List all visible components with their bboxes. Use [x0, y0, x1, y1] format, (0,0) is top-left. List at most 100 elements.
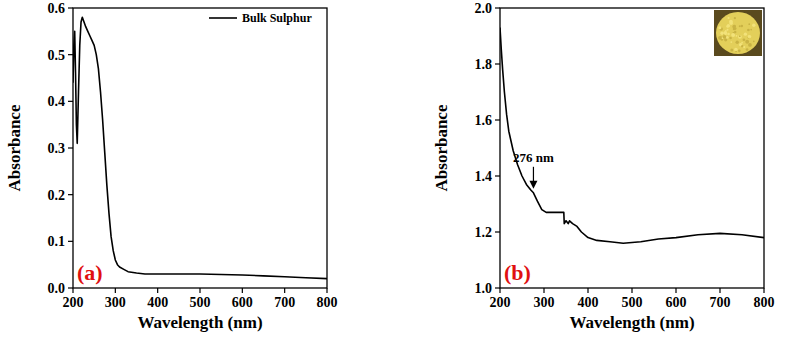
- inset-grain: [736, 35, 738, 37]
- y-tick: [495, 287, 500, 288]
- y-tick: [495, 63, 500, 64]
- x-tick-label: 300: [105, 295, 126, 310]
- y-tick: [68, 54, 73, 55]
- x-tick: [326, 288, 327, 293]
- inset-grain: [748, 43, 752, 47]
- y-tick-label: 0.2: [48, 188, 66, 203]
- series-line: [73, 17, 327, 278]
- x-tick-label: 800: [317, 295, 338, 310]
- chart-panel: 2003004005006007008001.01.21.41.61.82.0W…: [432, 1, 775, 332]
- inset-grain: [733, 25, 736, 28]
- inset-grain: [723, 31, 727, 35]
- inset-grain: [741, 42, 743, 44]
- x-axis-title: Wavelength (nm): [137, 313, 262, 332]
- inset-grain: [748, 23, 750, 25]
- x-tick: [763, 288, 764, 293]
- y-tick: [68, 7, 73, 8]
- inset-grain: [734, 17, 736, 19]
- x-tick: [499, 288, 500, 293]
- y-tick-label: 1.6: [475, 113, 493, 128]
- legend-swatch: [209, 17, 237, 19]
- plot-frame: [73, 8, 327, 288]
- inset-grain: [750, 29, 752, 31]
- y-tick-label: 0.0: [48, 281, 66, 296]
- inset-grain: [731, 33, 735, 37]
- y-tick-label: 1.2: [475, 225, 493, 240]
- inset-grain: [741, 45, 743, 47]
- inset-grain: [744, 32, 747, 35]
- inset-grain: [753, 40, 755, 42]
- inset-grain: [739, 35, 741, 37]
- inset-grain: [748, 35, 751, 38]
- y-tick: [495, 231, 500, 232]
- x-tick-label: 400: [147, 295, 168, 310]
- x-tick-label: 800: [754, 295, 775, 310]
- inset-grain: [718, 26, 721, 29]
- y-axis-title: Absorbance: [432, 104, 451, 191]
- panel-label: (b): [504, 260, 531, 285]
- inset-grain: [739, 25, 741, 27]
- y-tick: [68, 194, 73, 195]
- x-tick: [157, 288, 158, 293]
- inset-grain: [748, 35, 751, 38]
- inset-grain: [727, 24, 730, 27]
- y-tick: [495, 7, 500, 8]
- y-tick: [495, 119, 500, 120]
- y-axis-title: Absorbance: [5, 104, 24, 191]
- x-tick: [242, 288, 243, 293]
- inset-grain: [747, 29, 750, 32]
- data-group: [500, 28, 764, 244]
- y-tick-label: 1.8: [475, 57, 493, 72]
- y-tick: [68, 287, 73, 288]
- x-tick-label: 600: [232, 295, 253, 310]
- y-tick-label: 0.4: [48, 94, 66, 109]
- figure: 2003004005006007008000.00.10.20.30.40.50…: [0, 0, 787, 337]
- inset-grain: [741, 25, 743, 27]
- inset-grain: [730, 41, 732, 43]
- y-tick-label: 1.0: [475, 281, 493, 296]
- x-tick: [719, 288, 720, 293]
- inset-grain: [738, 49, 741, 52]
- panel-label: (a): [77, 260, 103, 285]
- y-tick-label: 0.3: [48, 141, 66, 156]
- y-tick: [68, 241, 73, 242]
- inset-background: [714, 10, 762, 56]
- data-group: [73, 17, 327, 278]
- y-tick-label: 0.1: [48, 234, 66, 249]
- x-tick: [587, 288, 588, 293]
- x-tick-label: 300: [534, 295, 555, 310]
- annotation-arrow: [533, 167, 534, 183]
- x-tick-label: 200: [63, 295, 84, 310]
- x-tick-label: 600: [666, 295, 687, 310]
- inset-grain: [735, 41, 738, 44]
- inset-powder: [716, 12, 760, 54]
- x-tick: [284, 288, 285, 293]
- y-tick: [68, 147, 73, 148]
- x-tick-label: 200: [490, 295, 511, 310]
- y-tick-label: 0.5: [48, 48, 66, 63]
- inset-grain: [752, 23, 755, 26]
- annotation-text: 276 nm: [513, 150, 554, 165]
- x-axis-title: Wavelength (nm): [569, 313, 694, 332]
- series-line: [500, 28, 764, 244]
- plot-frame: [500, 8, 764, 288]
- inset-grain: [720, 31, 723, 34]
- y-tick: [68, 101, 73, 102]
- inset-grain: [718, 36, 722, 40]
- x-tick-label: 700: [710, 295, 731, 310]
- inset-grain: [729, 37, 732, 40]
- x-tick: [543, 288, 544, 293]
- x-tick: [199, 288, 200, 293]
- x-tick-label: 700: [274, 295, 295, 310]
- inset-grain: [746, 48, 749, 51]
- y-tick-label: 1.4: [475, 169, 493, 184]
- x-tick-label: 400: [578, 295, 599, 310]
- inset-photo: [714, 10, 762, 56]
- annotation-arrowhead: [529, 181, 537, 189]
- inset-grain: [735, 51, 737, 53]
- inset-grain: [729, 22, 732, 25]
- legend-label: Bulk Sulphur: [242, 11, 312, 25]
- inset-grain: [723, 35, 727, 39]
- inset-grain: [732, 25, 735, 28]
- x-tick: [675, 288, 676, 293]
